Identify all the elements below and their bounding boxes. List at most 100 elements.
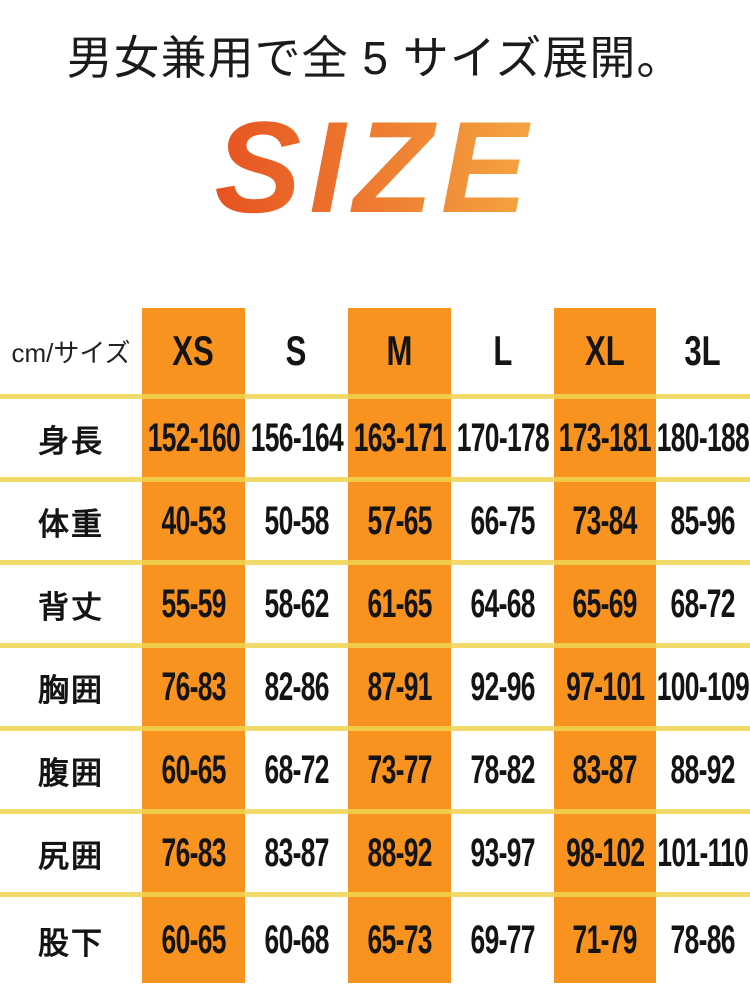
size-value: 163-171 bbox=[353, 415, 446, 460]
column-header-label: 3L bbox=[684, 327, 722, 374]
column-header-m: M bbox=[348, 308, 451, 399]
size-value-cell: 88-92 bbox=[656, 731, 750, 814]
size-value-cell: 68-72 bbox=[245, 731, 348, 814]
column-header-label: L bbox=[493, 327, 512, 374]
size-value: 92-96 bbox=[470, 664, 535, 709]
size-value: 98-102 bbox=[565, 830, 645, 875]
size-value: 173-181 bbox=[558, 415, 652, 460]
size-value-cell: 65-69 bbox=[554, 565, 656, 648]
size-value-cell: 98-102 bbox=[554, 814, 656, 897]
size-value: 73-77 bbox=[367, 747, 432, 792]
size-value-cell: 152-160 bbox=[142, 399, 245, 482]
table-row: 股下 60-65 60-68 65-73 69-77 71-79 78-86 bbox=[0, 897, 750, 983]
column-header-label: M bbox=[386, 327, 413, 374]
size-value-cell: 180-188 bbox=[656, 399, 750, 482]
size-value-cell: 50-58 bbox=[245, 482, 348, 565]
size-value-cell: 100-109 bbox=[656, 648, 750, 731]
size-value-cell: 156-164 bbox=[245, 399, 348, 482]
size-value-cell: 73-84 bbox=[554, 482, 656, 565]
row-label: 股下 bbox=[38, 925, 104, 961]
table-row: 背丈 55-59 58-62 61-65 64-68 65-69 68-72 bbox=[0, 565, 750, 648]
size-value: 50-58 bbox=[264, 498, 329, 543]
size-value: 61-65 bbox=[367, 581, 432, 626]
size-value: 82-86 bbox=[264, 664, 329, 709]
unit-label-cell: cm/サイズ bbox=[0, 308, 142, 399]
size-value: 170-178 bbox=[456, 415, 549, 460]
column-header-l: L bbox=[451, 308, 554, 399]
size-value-cell: 71-79 bbox=[554, 897, 656, 983]
table-row: 体重 40-53 50-58 57-65 66-75 73-84 85-96 bbox=[0, 482, 750, 565]
size-value-cell: 66-75 bbox=[451, 482, 554, 565]
table-row: 尻囲 76-83 83-87 88-92 93-97 98-102 101-110 bbox=[0, 814, 750, 897]
size-value-cell: 69-77 bbox=[451, 897, 554, 983]
size-value: 97-101 bbox=[565, 664, 645, 709]
table-row: 胸囲 76-83 82-86 87-91 92-96 97-101 100-109 bbox=[0, 648, 750, 731]
column-header-3l: 3L bbox=[656, 308, 750, 399]
size-value: 58-62 bbox=[264, 581, 329, 626]
size-value: 100-109 bbox=[656, 664, 750, 709]
row-label-cell: 股下 bbox=[0, 897, 142, 983]
size-value: 65-69 bbox=[572, 581, 638, 626]
size-value: 55-59 bbox=[161, 581, 226, 626]
size-value: 85-96 bbox=[670, 498, 736, 543]
size-value-cell: 68-72 bbox=[656, 565, 750, 648]
size-table-header-row: cm/サイズ XS S M L XL 3L bbox=[0, 308, 750, 399]
size-value-cell: 83-87 bbox=[245, 814, 348, 897]
size-value-cell: 83-87 bbox=[554, 731, 656, 814]
size-value: 101-110 bbox=[657, 830, 749, 875]
row-label: 体重 bbox=[38, 506, 104, 542]
size-value-cell: 64-68 bbox=[451, 565, 554, 648]
size-value-cell: 61-65 bbox=[348, 565, 451, 648]
size-value-cell: 76-83 bbox=[142, 648, 245, 731]
size-value: 93-97 bbox=[470, 830, 535, 875]
column-header-label: XL bbox=[585, 327, 625, 374]
row-label: 尻囲 bbox=[38, 838, 104, 874]
size-value: 68-72 bbox=[264, 747, 329, 792]
size-value: 60-65 bbox=[161, 917, 226, 962]
size-value-cell: 87-91 bbox=[348, 648, 451, 731]
size-value-cell: 93-97 bbox=[451, 814, 554, 897]
unit-label: cm/サイズ bbox=[11, 337, 131, 368]
size-value: 88-92 bbox=[367, 830, 432, 875]
row-label-cell: 背丈 bbox=[0, 565, 142, 648]
size-value-cell: 60-65 bbox=[142, 897, 245, 983]
column-header-xs: XS bbox=[142, 308, 245, 399]
size-value-cell: 163-171 bbox=[348, 399, 451, 482]
size-value-cell: 97-101 bbox=[554, 648, 656, 731]
size-value: 152-160 bbox=[147, 415, 240, 460]
size-value-cell: 173-181 bbox=[554, 399, 656, 482]
size-value-cell: 76-83 bbox=[142, 814, 245, 897]
size-value-cell: 101-110 bbox=[656, 814, 750, 897]
row-label-cell: 尻囲 bbox=[0, 814, 142, 897]
size-value: 87-91 bbox=[367, 664, 432, 709]
size-value: 66-75 bbox=[470, 498, 535, 543]
row-label-cell: 腹囲 bbox=[0, 731, 142, 814]
row-label-cell: 胸囲 bbox=[0, 648, 142, 731]
size-value: 40-53 bbox=[161, 498, 226, 543]
size-value-cell: 82-86 bbox=[245, 648, 348, 731]
size-value-cell: 85-96 bbox=[656, 482, 750, 565]
column-header-xl: XL bbox=[554, 308, 656, 399]
column-header-label: XS bbox=[172, 327, 215, 374]
size-value-cell: 92-96 bbox=[451, 648, 554, 731]
size-value-cell: 170-178 bbox=[451, 399, 554, 482]
column-header-label: S bbox=[286, 327, 307, 374]
size-value: 76-83 bbox=[161, 664, 226, 709]
row-label: 背丈 bbox=[38, 589, 104, 625]
size-value-cell: 65-73 bbox=[348, 897, 451, 983]
row-label: 腹囲 bbox=[38, 755, 104, 791]
size-value: 83-87 bbox=[572, 747, 638, 792]
size-value: 60-68 bbox=[264, 917, 329, 962]
size-value: 71-79 bbox=[572, 917, 638, 962]
size-value: 88-92 bbox=[670, 747, 736, 792]
size-value: 83-87 bbox=[264, 830, 329, 875]
size-value-cell: 60-65 bbox=[142, 731, 245, 814]
size-value-cell: 55-59 bbox=[142, 565, 245, 648]
row-label-cell: 身長 bbox=[0, 399, 142, 482]
size-value: 60-65 bbox=[161, 747, 226, 792]
size-logo-text: SIZE bbox=[215, 94, 536, 240]
size-value: 65-73 bbox=[367, 917, 432, 962]
size-value: 73-84 bbox=[572, 498, 638, 543]
size-value-cell: 78-82 bbox=[451, 731, 554, 814]
